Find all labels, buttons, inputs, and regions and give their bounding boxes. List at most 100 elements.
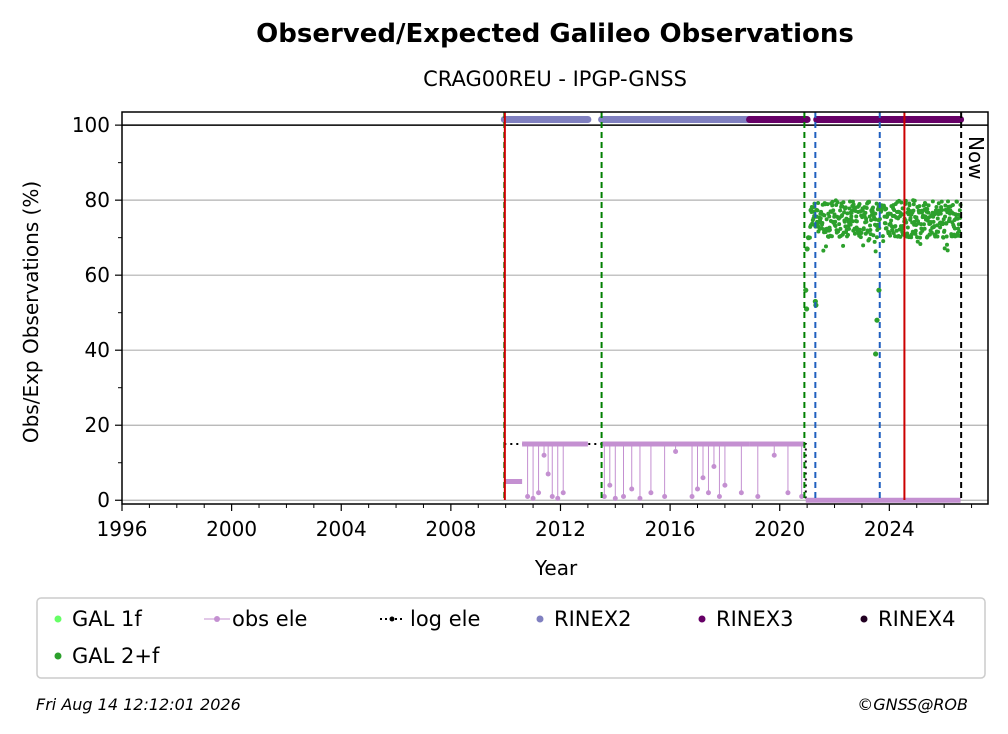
gal2f-point xyxy=(889,218,894,223)
gal2f-point xyxy=(950,203,955,208)
chart-subtitle: CRAG00REU - IPGP-GNSS xyxy=(423,67,687,91)
footer-timestamp: Fri Aug 14 12:12:01 2026 xyxy=(36,695,241,714)
gal2f-point xyxy=(938,225,943,230)
gal2f-point xyxy=(943,214,948,219)
obs-ele-dip-point xyxy=(629,486,635,492)
gal2f-point xyxy=(842,210,847,215)
gal2f-point xyxy=(846,232,851,237)
gal2f-point xyxy=(905,225,910,230)
gal2f-point xyxy=(825,202,830,207)
gal2f-point xyxy=(843,224,848,229)
gal2f-point xyxy=(915,235,920,240)
gal2f-point xyxy=(848,222,853,227)
x-tick-label: 1996 xyxy=(97,517,148,541)
vertical-markers xyxy=(503,112,963,500)
y-tick-label: 60 xyxy=(85,263,110,287)
gal2f-point xyxy=(851,202,856,207)
obs-ele-dip-point xyxy=(612,495,618,501)
obs-ele-dip-point xyxy=(648,490,654,496)
data-layer xyxy=(500,116,965,503)
gal2f-point xyxy=(943,203,948,208)
gal2f-point xyxy=(941,235,946,240)
obs-ele-dip-point xyxy=(785,490,791,496)
y-axis-label: Obs/Exp Observations (%) xyxy=(19,181,43,443)
gal2f-point xyxy=(840,213,845,218)
gal2f-point xyxy=(803,287,809,293)
obs-ele-dip-point xyxy=(560,490,566,496)
legend-label: log ele xyxy=(410,607,480,631)
gal2f-point xyxy=(925,207,930,212)
gal2f-point xyxy=(845,211,850,216)
legend-label: obs ele xyxy=(232,607,307,631)
gal2f-point xyxy=(913,228,918,233)
gal2f-point xyxy=(913,231,918,236)
gal2f-point xyxy=(842,219,847,224)
gal2f-point xyxy=(836,229,841,234)
gal2f-point xyxy=(907,203,912,208)
legend-marker xyxy=(860,615,868,623)
gal2f-point xyxy=(935,223,940,228)
gal2f-point xyxy=(944,234,949,239)
obs-ele-dip-point xyxy=(536,490,542,496)
gal2f-point xyxy=(820,220,825,225)
gal2f-point xyxy=(804,246,810,252)
gal2f-point xyxy=(918,241,923,246)
obs-ele-dip-point xyxy=(607,482,613,488)
obs-ele-dip-point xyxy=(555,495,561,501)
gal2f-point xyxy=(956,212,961,217)
x-tick-label: 2004 xyxy=(316,517,367,541)
gal2f-point xyxy=(908,216,913,221)
plot-frame xyxy=(121,111,989,505)
gal2f-point xyxy=(940,208,945,213)
gal2f-point xyxy=(816,200,821,205)
gal2f-point xyxy=(841,243,846,248)
gal2f-point xyxy=(837,222,842,227)
gal2f-point xyxy=(884,226,889,231)
gal2f-point xyxy=(876,287,882,293)
gal2f-point xyxy=(811,205,816,210)
legend-label: GAL 2+f xyxy=(72,644,160,668)
obs-ele-dip-point xyxy=(711,463,717,469)
y-tick-label: 80 xyxy=(85,188,110,212)
gal2f-point xyxy=(879,208,884,213)
gal2f-point xyxy=(827,214,832,219)
gal2f-point xyxy=(926,203,931,208)
y-tick-label: 40 xyxy=(85,338,110,362)
legend-box xyxy=(36,597,986,679)
gal2f-point xyxy=(850,219,855,224)
gal2f-point xyxy=(857,227,862,232)
y-tick-label: 0 xyxy=(97,488,110,512)
gal2f-point xyxy=(861,226,866,231)
gal2f-point xyxy=(864,206,869,211)
x-tick-label: 2008 xyxy=(425,517,476,541)
obs-ele-dip-point xyxy=(738,490,744,496)
gal2f-point xyxy=(957,208,962,213)
gal2f-point xyxy=(880,234,885,239)
x-tick-label: 2020 xyxy=(754,517,805,541)
gal2f-point xyxy=(911,202,916,207)
legend-marker xyxy=(698,615,706,623)
gal2f-point xyxy=(919,222,924,227)
plot-area xyxy=(122,112,988,504)
gal2f-point xyxy=(938,211,943,216)
gal2f-point xyxy=(805,235,812,241)
gal2f-point xyxy=(911,208,916,213)
gal2f-point xyxy=(945,248,950,253)
gal2f-point xyxy=(873,351,879,357)
gal2f-point xyxy=(899,200,904,205)
chart-title: Observed/Expected Galileo Observations xyxy=(256,19,854,49)
obs-ele-dip-point xyxy=(689,493,695,499)
legend-marker xyxy=(54,615,62,623)
obs-ele-dip-point xyxy=(637,495,643,501)
gal2f-point xyxy=(859,230,864,235)
obs-ele-dip-point xyxy=(716,493,722,499)
gal2f-point xyxy=(832,212,837,217)
legend-label: GAL 1f xyxy=(72,607,142,631)
obs-ele-dip-point xyxy=(601,493,607,499)
grid xyxy=(122,124,988,501)
obs-ele-dip-point xyxy=(705,490,711,496)
legend-marker xyxy=(389,616,395,622)
legend-marker xyxy=(214,616,220,622)
gal2f-point xyxy=(942,246,947,251)
obs-ele-dip-point xyxy=(541,452,547,458)
